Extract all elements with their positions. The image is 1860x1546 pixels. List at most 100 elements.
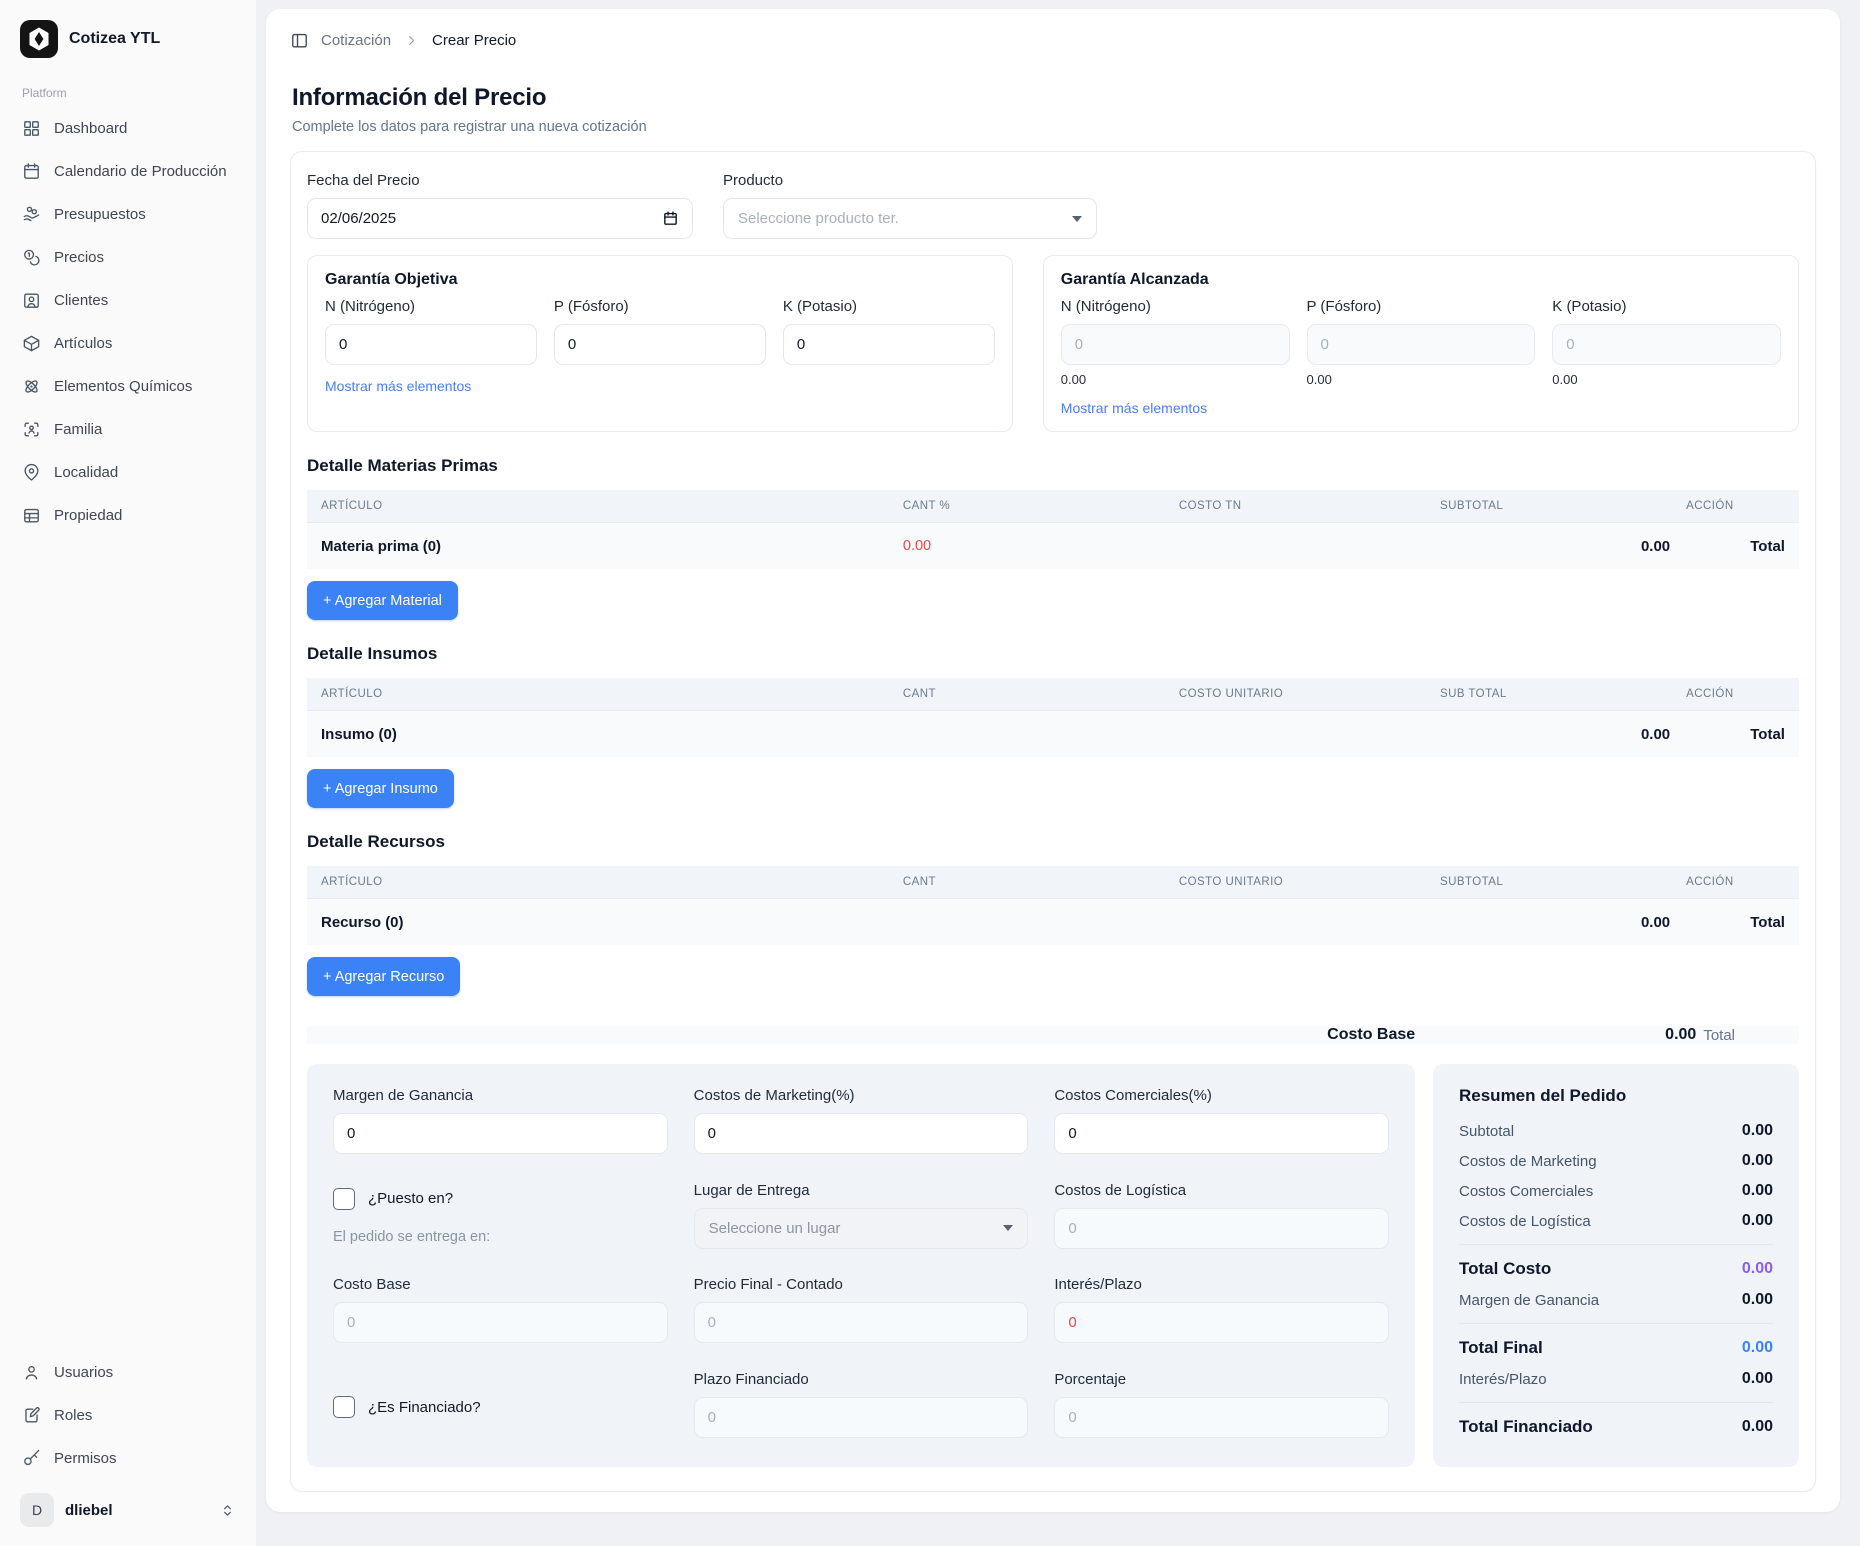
sidebar-item-label: Familia [54,420,103,438]
mostrar-mas-elementos-link[interactable]: Mostrar más elementos [325,378,472,394]
sidebar-item-dashboard[interactable]: Dashboard [14,110,242,146]
sidebar-item-label: Presupuestos [54,205,146,223]
column-header: CANT % [902,500,951,512]
es-producto-terminado-field: ¿Es Producto Terminado? [1318,1489,1797,1492]
sidebar-item-propiedad[interactable]: Propiedad [14,497,242,533]
fosforo-alcanzada-input [1306,324,1536,365]
resumen-value: 0.00 [1741,1418,1773,1435]
puesto-en-checkbox[interactable] [333,1187,355,1210]
garantias-row: Garantía Objetiva N (Nitrógeno) P (Fósfo… [307,255,1799,432]
column-header: ACCIÓN [1686,500,1734,512]
nitrogeno-alcanzada-helper: 0.00 [1060,372,1087,387]
nitrogeno-alcanzada-input [1060,324,1290,365]
potasio-objetiva-field: K (Potasio) [782,298,995,365]
es-producto-terminado-checkbox[interactable] [1318,1491,1340,1492]
user-name: dliebel [65,1501,113,1519]
fecha-value: 02/06/2025 [321,210,397,227]
agregar-material-button[interactable]: + Agregar Material [307,581,458,620]
nitrogeno-alcanzada-field: N (Nitrógeno) 0.00 [1060,298,1290,387]
fosforo-objetiva-input[interactable] [553,324,766,365]
interes-plazo-label: Interés/Plazo [1054,1276,1142,1293]
page-subtitle: Complete los datos para registrar una nu… [292,119,647,135]
sidebar-item-clientes[interactable]: Clientes [14,282,242,318]
resumen-value: 0.00 [1741,1260,1773,1277]
garantia-alcanzada-title: Garantía Alcanzada [1060,271,1209,288]
producto-select[interactable]: Seleccione producto ter. [723,198,1097,239]
hand-coins-icon [22,205,41,224]
total-cell: Total [1750,725,1785,743]
calendar-input-icon[interactable] [662,210,679,227]
fosforo-objetiva-field: P (Fósforo) [553,298,766,365]
resumen-label: Subtotal [1459,1122,1515,1140]
nitrogeno-objetiva-input[interactable] [325,324,537,365]
scan-user-icon [22,420,41,439]
sidebar-item-roles[interactable]: Roles [14,1397,242,1433]
user-menu[interactable]: D dliebel [14,1488,242,1532]
puesto-en-helper: El pedido se entrega en: [333,1228,491,1245]
resumen-value: 0.00 [1741,1212,1773,1229]
resumen-label: Total Financiado [1459,1417,1593,1436]
potasio-label: K (Potasio) [782,298,858,315]
nitrogeno-label: N (Nitrógeno) [1060,298,1151,315]
nitrogeno-objetiva-field: N (Nitrógeno) [325,298,537,365]
sidebar-item-precios[interactable]: Precios [14,239,242,275]
recursos-title: Detalle Recursos [307,832,445,851]
comerciales-label: Costos Comerciales(%) [1054,1087,1212,1104]
panel-left-icon[interactable] [290,31,309,50]
platform-label: Platform [22,86,67,100]
sidebar-item-localidad[interactable]: Localidad [14,454,242,490]
lugar-entrega-label: Lugar de Entrega [693,1181,810,1199]
table-icon [22,506,41,525]
margen-input[interactable] [333,1113,668,1154]
page-header: Información del Precio Complete los dato… [290,84,1816,135]
pricing-panel: Margen de Ganancia Costos de Marketing(%… [307,1064,1415,1467]
sidebar-item-articulos[interactable]: Artículos [14,325,242,361]
logistica-label: Costos de Logística [1054,1181,1187,1199]
comerciales-field: Costos Comerciales(%) [1054,1087,1389,1161]
es-producto-terminado-label: ¿Es Producto Terminado? [1353,1491,1526,1492]
costo-base-input [333,1302,668,1343]
resumen-row-total-costo: Total Costo 0.00 [1459,1259,1773,1279]
potasio-objetiva-input[interactable] [782,324,995,365]
chevron-down-icon [1003,1225,1014,1231]
sidebar-item-label: Calendario de Producción [54,162,227,180]
producto-placeholder: Seleccione producto ter. [738,210,899,227]
marketing-input[interactable] [693,1113,1029,1154]
top-fields-row: Fecha del Precio 02/06/2025 Producto Sel… [307,172,1799,239]
column-header: ACCIÓN [1686,688,1734,700]
margen-field: Margen de Ganancia [333,1087,668,1161]
main-card: Cotización Crear Precio Información del … [266,9,1840,1512]
potasio-label: K (Potasio) [1552,298,1627,315]
recursos-table-header: ARTÍCULO CANT COSTO UNITARIO SUBTOTAL AC… [307,866,1799,899]
subtotal-cell: 0.00 [1640,913,1671,931]
sidebar-item-presupuestos[interactable]: Presupuestos [14,196,242,232]
porcentaje-field: Porcentaje [1054,1371,1389,1445]
interes-plazo-input [1054,1302,1389,1343]
page-title: Información del Precio [292,84,547,111]
sidebar-item-familia[interactable]: Familia [14,411,242,447]
recursos-table: ARTÍCULO CANT COSTO UNITARIO SUBTOTAL AC… [307,866,1799,945]
agregar-insumo-button[interactable]: + Agregar Insumo [307,769,454,808]
agregar-recurso-button[interactable]: + Agregar Recurso [307,957,461,996]
precio-final-input [693,1302,1029,1343]
garantia-alcanzada-box: Garantía Alcanzada N (Nitrógeno) 0.00 P … [1042,255,1799,432]
nitrogeno-label: N (Nitrógeno) [325,298,416,315]
sidebar-item-label: Clientes [54,291,109,309]
es-financiado-checkbox[interactable] [333,1396,355,1419]
sidebar-item-elementos-quimicos[interactable]: Elementos Químicos [14,368,242,404]
sidebar-item-permisos[interactable]: Permisos [14,1440,242,1476]
column-header: ARTÍCULO [321,688,383,700]
comerciales-input[interactable] [1054,1113,1389,1154]
mostrar-mas-elementos-link[interactable]: Mostrar más elementos [1060,400,1208,416]
sidebar-item-calendario-de-produccion[interactable]: Calendario de Producción [14,153,242,189]
resumen-label: Interés/Plazo [1459,1370,1547,1388]
breadcrumb-section[interactable]: Cotización [321,32,392,49]
fecha-input[interactable]: 02/06/2025 [307,198,693,239]
garantia-alcanzada-fields: N (Nitrógeno) 0.00 P (Fósforo) 0.00 K (P… [1060,298,1781,387]
sidebar-item-label: Permisos [54,1449,117,1467]
es-materia-prima-checkbox[interactable] [814,1491,836,1492]
resumen-row-margen: Margen de Ganancia 0.00 [1459,1291,1773,1309]
resumen-row-marketing: Costos de Marketing 0.00 [1459,1152,1773,1170]
sidebar-item-usuarios[interactable]: Usuarios [14,1354,242,1390]
subtotal-cell: 0.00 [1640,725,1671,743]
